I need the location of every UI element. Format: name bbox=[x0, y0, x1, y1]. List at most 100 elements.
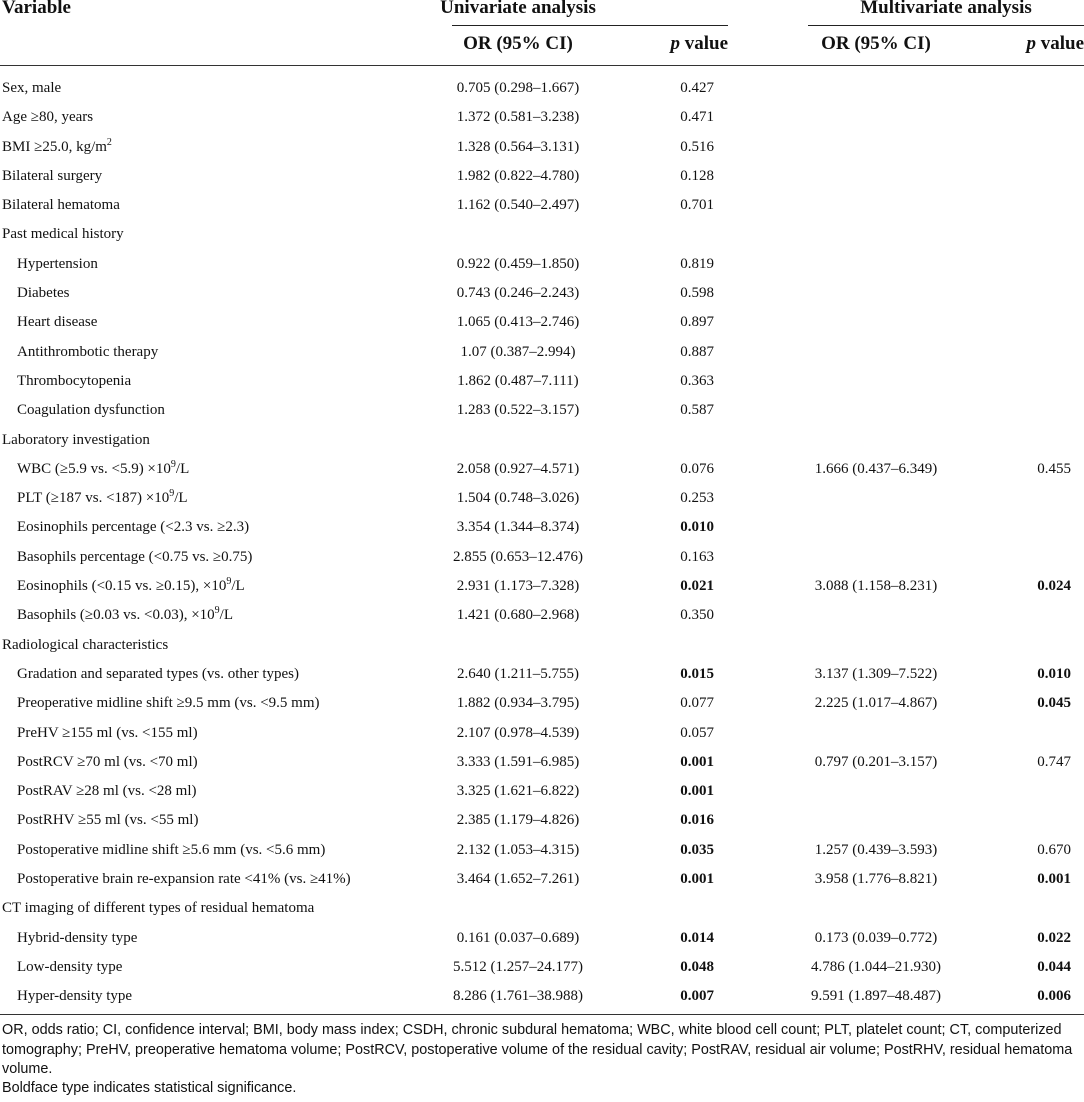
variable-label: Eosinophils (<0.15 vs. ≥0.15), ×109/L bbox=[17, 576, 245, 595]
variable-label: WBC (≥5.9 vs. <5.9) ×109/L bbox=[17, 458, 190, 477]
table-row: Thrombocytopenia 1.862 (0.487–7.111) 0.363 bbox=[0, 367, 1084, 396]
univariate-p-cell: 0.819 bbox=[680, 255, 714, 272]
univariate-p-cell: 0.350 bbox=[680, 607, 714, 624]
table-header: Variable Univariate analysis Multivariat… bbox=[0, 0, 1084, 66]
variable-label: Antithrombotic therapy bbox=[17, 343, 159, 360]
multivariate-p-cell: 0.024 bbox=[1037, 578, 1071, 595]
multivariate-p-cell: 0.455 bbox=[1037, 460, 1071, 477]
multivariate-or-cell: 0.797 (0.201–3.157) bbox=[814, 753, 938, 770]
table-row: Hybrid-density type 0.161 (0.037–0.689) 0.… bbox=[0, 924, 1084, 953]
univariate-or-cell: 1.328 (0.564–3.131) bbox=[456, 138, 580, 155]
variable-label: Bilateral surgery bbox=[2, 167, 103, 184]
univariate-p-cell: 0.471 bbox=[680, 109, 714, 126]
multivariate-p-cell: 0.747 bbox=[1037, 753, 1071, 770]
multivariate-or-cell: 0.173 (0.039–0.772) bbox=[814, 929, 938, 946]
multivariate-rule bbox=[808, 25, 1084, 26]
variable-label: PostRHV ≥55 ml (vs. <55 ml) bbox=[17, 812, 199, 829]
univariate-or-cell: 2.385 (1.179–4.826) bbox=[456, 812, 580, 829]
header-bottom-rule bbox=[0, 65, 1084, 66]
multivariate-p-cell: 0.045 bbox=[1037, 695, 1071, 712]
table-row: Low-density type 5.512 (1.257–24.177) 0.04… bbox=[0, 953, 1084, 982]
univariate-p-cell: 0.516 bbox=[680, 138, 714, 155]
univariate-p-cell: 0.001 bbox=[680, 871, 714, 888]
multivariate-or-cell: 3.137 (1.309–7.522) bbox=[814, 665, 938, 682]
univariate-or-cell: 2.855 (0.653–12.476) bbox=[453, 548, 583, 565]
multivariate-or-cell: 2.225 (1.017–4.867) bbox=[814, 695, 938, 712]
variable-label: Eosinophils percentage (<2.3 vs. ≥2.3) bbox=[17, 519, 250, 536]
table-row: PostRHV ≥55 ml (vs. <55 ml) 2.385 (1.179–… bbox=[0, 806, 1084, 835]
multivariate-p-cell: 0.001 bbox=[1037, 871, 1071, 888]
univariate-or-cell: 8.286 (1.761–38.988) bbox=[453, 988, 583, 1005]
univariate-or-cell: 3.325 (1.621–6.822) bbox=[456, 783, 580, 800]
univariate-p-cell: 0.897 bbox=[680, 314, 714, 331]
univariate-or-cell: 2.107 (0.978–4.539) bbox=[456, 724, 580, 741]
multivariate-or-cell: 1.666 (0.437–6.349) bbox=[814, 460, 938, 477]
table-row: Sex, male 0.705 (0.298–1.667) 0.427 bbox=[0, 74, 1084, 103]
variable-label: Postoperative midline shift ≥5.6 mm (vs.… bbox=[17, 841, 326, 858]
table-row: Diabetes 0.743 (0.246–2.243) 0.598 bbox=[0, 279, 1084, 308]
univariate-or-cell: 3.354 (1.344–8.374) bbox=[456, 519, 580, 536]
variable-label: Bilateral hematoma bbox=[2, 197, 120, 214]
univariate-or-cell: 2.931 (1.173–7.328) bbox=[456, 578, 580, 595]
univariate-p-cell: 0.016 bbox=[680, 812, 714, 829]
multivariate-or-cell: 4.786 (1.044–21.930) bbox=[811, 958, 941, 975]
univariate-p-cell: 0.887 bbox=[680, 343, 714, 360]
univariate-p-cell: 0.014 bbox=[680, 929, 714, 946]
table-row: PreHV ≥155 ml (vs. <155 ml) 2.107 (0.978–… bbox=[0, 719, 1084, 748]
table-row: Radiological characteristics bbox=[0, 631, 1084, 660]
variable-label: Diabetes bbox=[17, 285, 70, 302]
multivariate-or-cell: 3.958 (1.776–8.821) bbox=[814, 871, 938, 888]
header-multivariate-p: p value bbox=[1026, 33, 1084, 54]
univariate-or-cell: 1.283 (0.522–3.157) bbox=[456, 402, 580, 419]
header-univariate-or: OR (95% CI) bbox=[463, 33, 573, 54]
univariate-or-cell: 0.743 (0.246–2.243) bbox=[456, 285, 580, 302]
univariate-or-cell: 0.161 (0.037–0.689) bbox=[456, 929, 580, 946]
multivariate-or-cell: 3.088 (1.158–8.231) bbox=[814, 578, 938, 595]
univariate-p-cell: 0.035 bbox=[680, 841, 714, 858]
header-univariate: Univariate analysis bbox=[440, 0, 596, 18]
variable-label: Radiological characteristics bbox=[2, 636, 169, 653]
univariate-or-cell: 1.982 (0.822–4.780) bbox=[456, 167, 580, 184]
header-univariate-p: p value bbox=[670, 33, 728, 54]
multivariate-or-cell: 9.591 (1.897–48.487) bbox=[811, 988, 941, 1005]
table-row: Eosinophils (<0.15 vs. ≥0.15), ×109/L 2.9… bbox=[0, 572, 1084, 601]
table-row: Bilateral hematoma 1.162 (0.540–2.497) 0.7… bbox=[0, 191, 1084, 220]
univariate-or-cell: 1.882 (0.934–3.795) bbox=[456, 695, 580, 712]
univariate-or-cell: 1.862 (0.487–7.111) bbox=[457, 372, 579, 389]
footnote-significance: Boldface type indicates statistical sign… bbox=[2, 1080, 297, 1096]
multivariate-p-cell: 0.022 bbox=[1037, 929, 1071, 946]
variable-label: Hyper-density type bbox=[17, 988, 133, 1005]
table-row: Postoperative brain re-expansion rate <4… bbox=[0, 865, 1084, 894]
univariate-p-cell: 0.163 bbox=[680, 548, 714, 565]
table-body: Sex, male 0.705 (0.298–1.667) 0.427 Age ≥80… bbox=[0, 74, 1084, 1012]
univariate-p-cell: 0.701 bbox=[680, 197, 714, 214]
table-row: Laboratory investigation bbox=[0, 426, 1084, 455]
univariate-p-cell: 0.010 bbox=[680, 519, 714, 536]
univariate-or-cell: 1.065 (0.413–2.746) bbox=[456, 314, 580, 331]
univariate-or-cell: 1.07 (0.387–2.994) bbox=[460, 343, 576, 360]
table-row: PostRCV ≥70 ml (vs. <70 ml) 3.333 (1.591–… bbox=[0, 748, 1084, 777]
table-row: Past medical history bbox=[0, 220, 1084, 249]
variable-label: Basophils (≥0.03 vs. <0.03), ×109/L bbox=[17, 605, 233, 624]
variable-label: Low-density type bbox=[17, 958, 123, 975]
table-row: Gradation and separated types (vs. other… bbox=[0, 660, 1084, 689]
univariate-or-cell: 1.372 (0.581–3.238) bbox=[456, 109, 580, 126]
univariate-or-cell: 1.162 (0.540–2.497) bbox=[456, 197, 580, 214]
variable-label: Postoperative brain re-expansion rate <4… bbox=[17, 871, 351, 888]
variable-label: Gradation and separated types (vs. other… bbox=[17, 665, 299, 682]
table-row: WBC (≥5.9 vs. <5.9) ×109/L 2.058 (0.927–4… bbox=[0, 455, 1084, 484]
univariate-p-cell: 0.598 bbox=[680, 285, 714, 302]
table-row: PostRAV ≥28 ml (vs. <28 ml) 3.325 (1.621–… bbox=[0, 777, 1084, 806]
variable-label: Past medical history bbox=[2, 226, 124, 243]
univariate-or-cell: 0.922 (0.459–1.850) bbox=[456, 255, 580, 272]
variable-label: Age ≥80, years bbox=[2, 109, 94, 126]
variable-label: PostRCV ≥70 ml (vs. <70 ml) bbox=[17, 753, 198, 770]
univariate-rule bbox=[452, 25, 728, 26]
multivariate-or-cell: 1.257 (0.439–3.593) bbox=[814, 841, 938, 858]
variable-label: PostRAV ≥28 ml (vs. <28 ml) bbox=[17, 783, 197, 800]
variable-label: CT imaging of different types of residua… bbox=[2, 900, 315, 917]
table-row: Hypertension 0.922 (0.459–1.850) 0.819 bbox=[0, 250, 1084, 279]
table-row: Age ≥80, years 1.372 (0.581–3.238) 0.471 bbox=[0, 103, 1084, 132]
variable-label: PLT (≥187 vs. <187) ×109/L bbox=[17, 488, 188, 507]
univariate-or-cell: 3.464 (1.652–7.261) bbox=[456, 871, 580, 888]
